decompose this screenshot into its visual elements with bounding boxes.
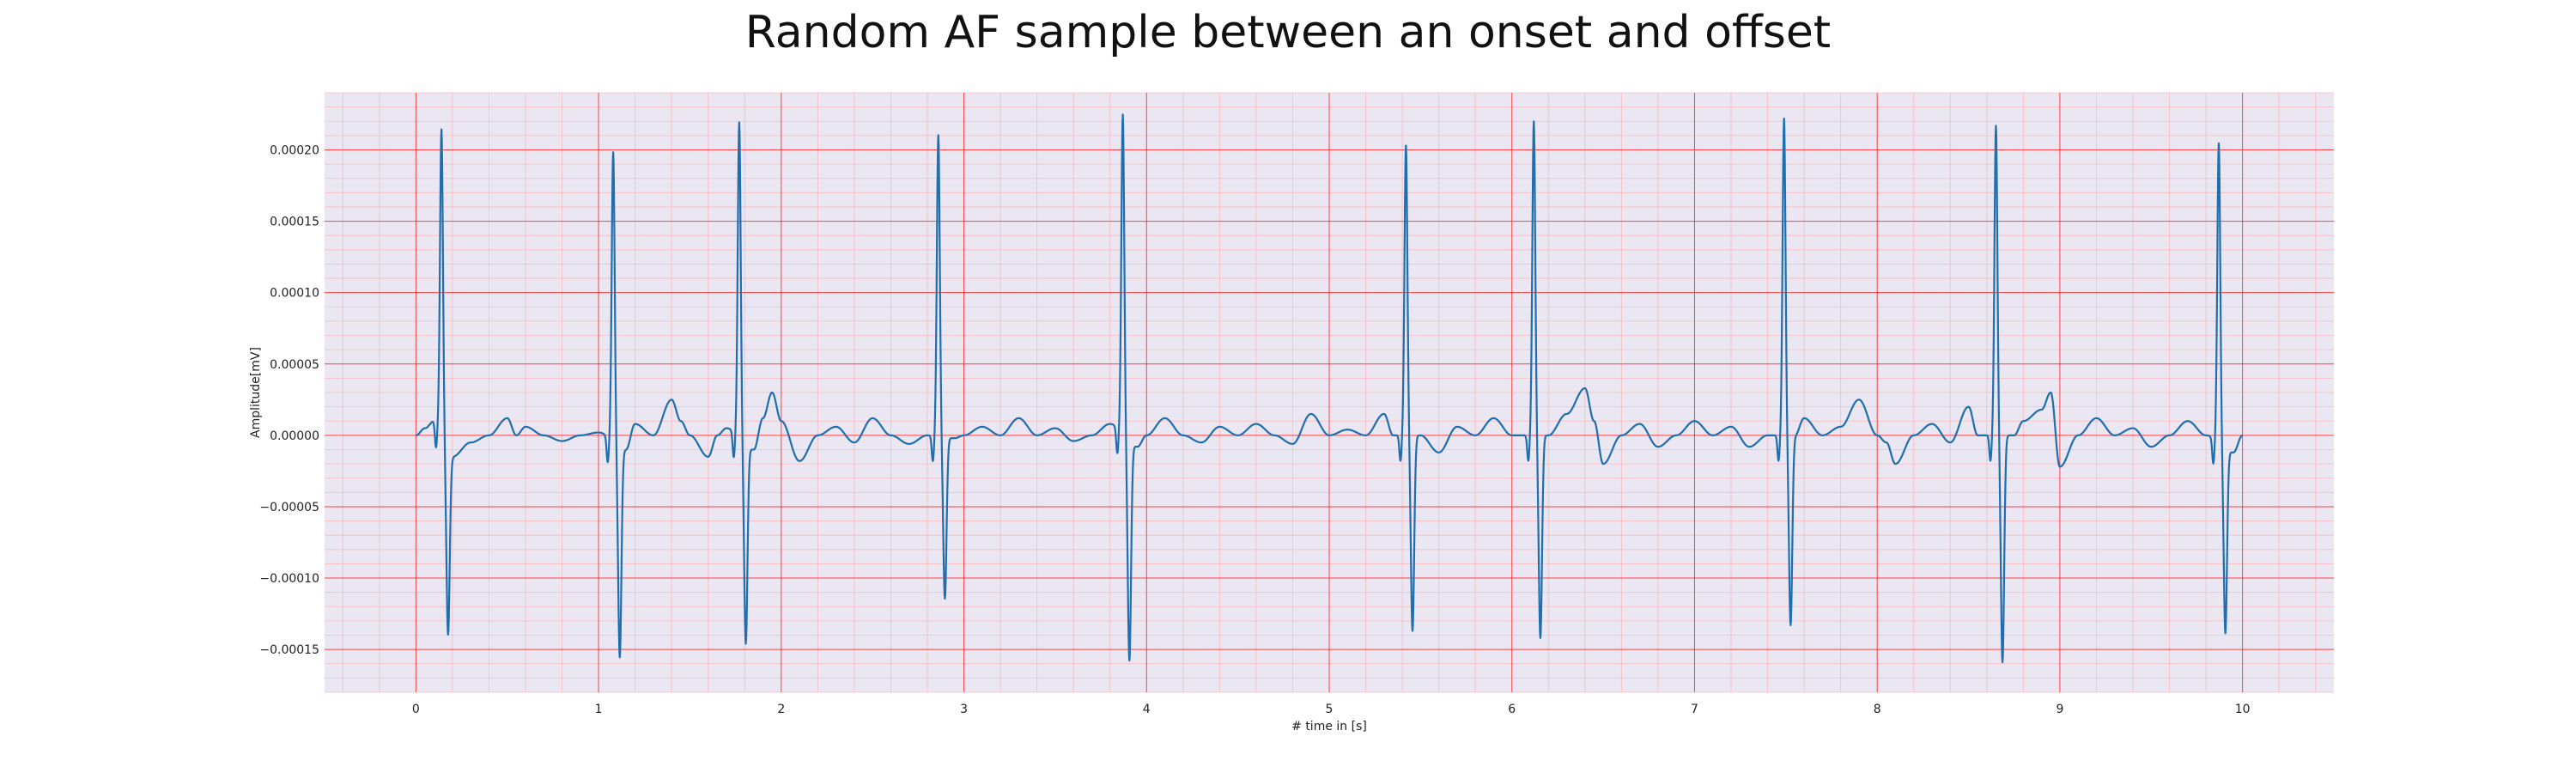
y-tick-label: 0.00000 (270, 429, 319, 443)
x-tick-label: 10 (2235, 703, 2251, 716)
y-tick-label: 0.00020 (270, 143, 319, 157)
x-tick-label: 8 (1874, 703, 1881, 716)
chart-title: Random AF sample between an onset and of… (744, 7, 1832, 58)
series-layer (415, 113, 2244, 664)
y-tick-label: 0.00015 (270, 216, 319, 229)
y-tick-label: −0.00015 (259, 643, 319, 657)
x-tick-labels: 0 1 2 3 4 5 6 7 8 9 10 (412, 703, 2251, 716)
y-tick-labels: −0.00015 −0.00010 −0.00005 0.00000 0.00005 0.… (259, 143, 319, 657)
y-tick-label: 0.00010 (270, 287, 319, 301)
y-axis-label: Amplitude[mV] (249, 347, 263, 438)
x-tick-label: 2 (777, 703, 785, 716)
x-axis-label: # time in [s] (1291, 720, 1367, 733)
x-tick-label: 3 (960, 703, 968, 716)
x-tick-label: 1 (595, 703, 603, 716)
y-tick-label: −0.00005 (259, 501, 319, 514)
y-tick-label: 0.00005 (270, 358, 319, 372)
series-line (415, 113, 2244, 664)
x-tick-label: 9 (2056, 703, 2063, 716)
x-tick-label: 0 (412, 703, 420, 716)
x-tick-label: 4 (1143, 703, 1151, 716)
y-tick-label: −0.00010 (259, 572, 319, 586)
x-tick-label: 6 (1508, 703, 1516, 716)
x-tick-label: 7 (1691, 703, 1698, 716)
x-tick-label: 5 (1326, 703, 1334, 716)
